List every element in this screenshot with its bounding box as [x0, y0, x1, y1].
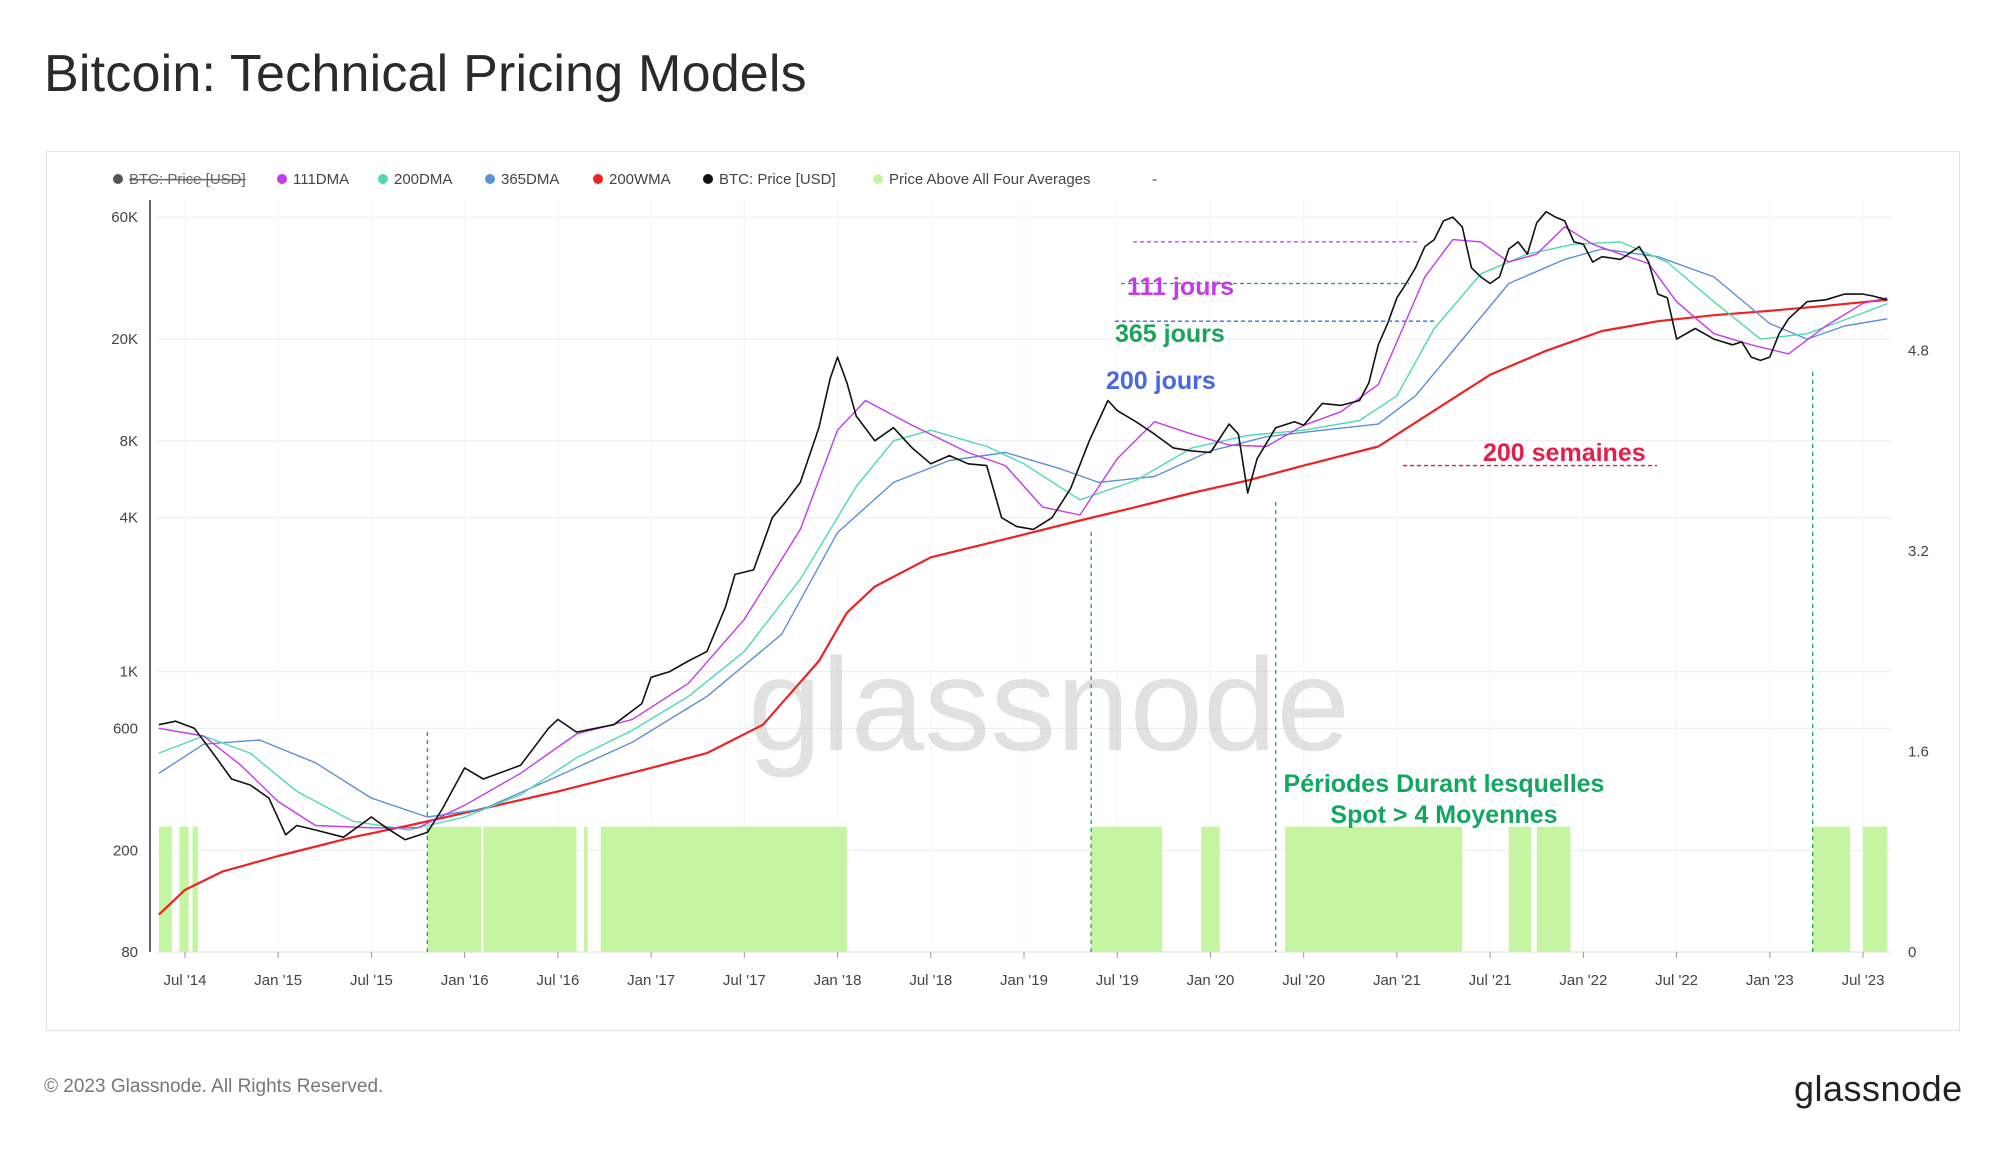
legend-label-1: 111DMA: [293, 171, 349, 188]
page-title: Bitcoin: Technical Pricing Models: [44, 45, 807, 103]
y-tick-label-4: 1K: [120, 664, 138, 681]
watermark-text: glassnode: [748, 631, 1350, 778]
legend-label-7: -: [1152, 171, 1157, 188]
x-tick-label-16: Jul '22: [1655, 972, 1698, 989]
series-line-btc-price-usd-: [158, 210, 1888, 841]
x-tick-label-18: Jul '23: [1842, 972, 1885, 989]
y-tick-label-0: 60K: [111, 209, 138, 226]
x-tick-label-15: Jan '22: [1559, 972, 1607, 989]
x-tick-labels: Jul '14 Jan '15 Jul '15 Jan '16 Jul '16 Jan '…: [164, 952, 1885, 989]
legend-dot-2: [378, 174, 388, 184]
y-tick-label-5: 600: [113, 720, 138, 737]
y2-tick-labels: 4.8 3.2 1.6 0: [1908, 342, 1929, 961]
spot-above-bar-11: [1536, 826, 1571, 952]
x-tick-label-6: Jul '17: [723, 972, 766, 989]
series-line-111dma: [158, 226, 1888, 829]
y-tick-label-6: 200: [113, 842, 138, 859]
y2-tick-label-1: 3.2: [1908, 543, 1929, 560]
annotation-periods-line1: Périodes Durant lesquelles: [1284, 770, 1605, 798]
annotation-111-jours: 111 jours: [1127, 273, 1234, 301]
x-tick-label-12: Jul '20: [1282, 972, 1325, 989]
spot-above-bar-4: [483, 826, 577, 952]
annotation-periods-line2: Spot > 4 Moyennes: [1330, 801, 1557, 829]
y-tick-label-1: 20K: [111, 331, 138, 348]
legend-item-4[interactable]: 200WMA: [593, 171, 671, 188]
y2-tick-label-0: 4.8: [1908, 342, 1929, 359]
legend-item-0[interactable]: BTC: Price [USD]: [113, 171, 246, 188]
legend-item-2[interactable]: 200DMA: [378, 171, 452, 188]
x-tick-label-14: Jul '21: [1469, 972, 1512, 989]
legend-dot-0: [113, 174, 123, 184]
series-line-200dma: [158, 241, 1888, 831]
chart-svg: glassnode 60K 20K 8K 4K 1K 600 200 80 4.8 3.2 1.6…: [111, 171, 1929, 989]
legend-label-5: BTC: Price [USD]: [719, 171, 836, 188]
y-tick-label-3: 4K: [120, 510, 138, 527]
y-tick-label-7: 80: [121, 944, 138, 961]
grid: [157, 200, 1891, 953]
spot-above-bar-6: [600, 826, 847, 952]
x-tick-label-17: Jan '23: [1746, 972, 1794, 989]
legend-dot-5: [703, 174, 713, 184]
x-tick-label-10: Jul '19: [1096, 972, 1139, 989]
x-tick-label-1: Jan '15: [254, 972, 302, 989]
x-tick-label-0: Jul '14: [164, 972, 207, 989]
x-tick-label-13: Jan '21: [1373, 972, 1421, 989]
legend-dot-1: [277, 174, 287, 184]
x-tick-label-9: Jan '19: [1000, 972, 1048, 989]
annotation-lines: [1115, 241, 1657, 467]
y-tick-labels: 60K 20K 8K 4K 1K 600 200 80: [111, 209, 138, 961]
annotation-200-semaines: 200 semaines: [1483, 439, 1646, 467]
annotations: 111 jours 365 jours 200 jours 200 semain…: [1106, 273, 1646, 829]
x-tick-label-2: Jul '15: [350, 972, 393, 989]
spot-above-bar-0: [158, 826, 172, 952]
legend-item-5[interactable]: BTC: Price [USD]: [703, 171, 836, 188]
x-tick-label-5: Jan '17: [627, 972, 675, 989]
spot-above-bar-9: [1285, 826, 1463, 952]
x-tick-label-3: Jan '16: [441, 972, 489, 989]
spot-above-bar-12: [1812, 826, 1850, 952]
x-tick-label-11: Jan '20: [1186, 972, 1234, 989]
footer-copyright: © 2023 Glassnode. All Rights Reserved.: [44, 1076, 384, 1097]
y2-tick-label-3: 0: [1908, 944, 1916, 961]
series-line-200wma: [158, 298, 1888, 916]
legend-item-3[interactable]: 365DMA: [485, 171, 559, 188]
spot-above-bar-5: [583, 826, 588, 952]
legend-dot-4: [593, 174, 603, 184]
legend-item-6[interactable]: Price Above All Four Averages: [873, 171, 1091, 188]
series-lines: [158, 210, 1888, 916]
legend: BTC: Price [USD] 111DMA 200DMA 365DMA 200WMA…: [113, 171, 1157, 188]
spot-above-bars: [158, 826, 1888, 952]
x-tick-label-8: Jul '18: [909, 972, 952, 989]
event-lines: [426, 372, 1814, 952]
y-tick-label-2: 8K: [120, 433, 138, 450]
spot-above-bar-8: [1201, 826, 1220, 952]
spot-above-bar-13: [1863, 826, 1888, 952]
x-tick-label-4: Jul '16: [536, 972, 579, 989]
annotation-365-jours: 365 jours: [1115, 320, 1225, 348]
legend-item-1[interactable]: 111DMA: [277, 171, 349, 188]
legend-label-4: 200WMA: [609, 171, 671, 188]
x-tick-label-7: Jan '18: [814, 972, 862, 989]
spot-above-bar-2: [192, 826, 199, 952]
legend-label-2: 200DMA: [394, 171, 452, 188]
legend-dot-6: [873, 174, 883, 184]
legend-dot-3: [485, 174, 495, 184]
spot-above-bar-10: [1508, 826, 1532, 952]
legend-label-0: BTC: Price [USD]: [129, 171, 246, 188]
legend-label-3: 365DMA: [501, 171, 559, 188]
annotation-200-jours: 200 jours: [1106, 367, 1216, 395]
spot-above-bar-3: [427, 826, 482, 952]
legend-label-6: Price Above All Four Averages: [889, 171, 1091, 188]
legend-item-7[interactable]: -: [1152, 171, 1157, 188]
spot-above-bar-7: [1091, 826, 1162, 952]
y2-tick-label-2: 1.6: [1908, 743, 1929, 760]
glassnode-logo[interactable]: glassnode: [1794, 1068, 1963, 1109]
chart-frame: glassnode 60K 20K 8K 4K 1K 600 200 80 4.8 3.2 1.6…: [46, 151, 1960, 1031]
